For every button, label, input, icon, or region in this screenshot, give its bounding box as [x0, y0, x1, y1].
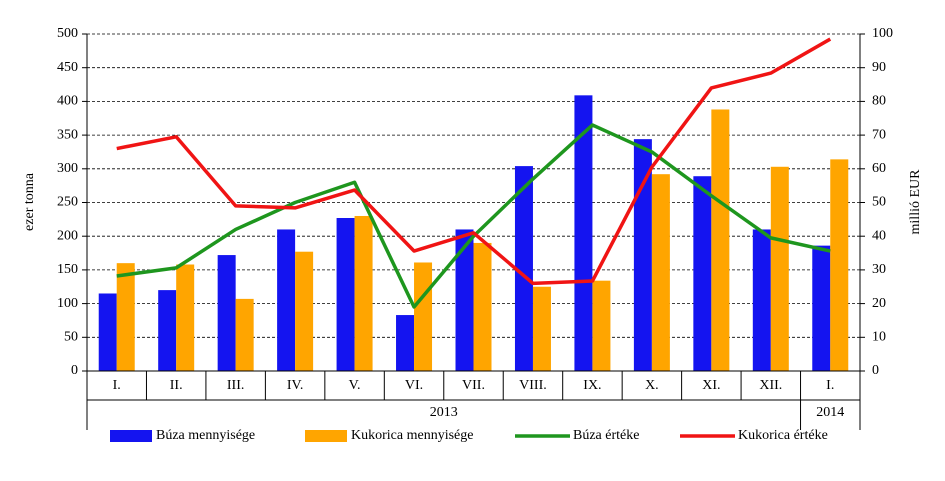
y2-tick-label: 90 [872, 60, 886, 75]
bar [514, 166, 533, 371]
legend-swatch [110, 430, 152, 442]
bar [473, 242, 492, 371]
x-tick-label: X. [645, 378, 659, 393]
bar [116, 263, 135, 371]
bar [711, 109, 730, 371]
bar [336, 218, 355, 371]
y-tick-label: 0 [71, 363, 78, 378]
legend-swatch [305, 430, 347, 442]
group-label: 2013 [430, 405, 458, 420]
bar [235, 298, 254, 371]
bar [396, 315, 415, 371]
legend-label: Kukorica értéke [738, 428, 828, 443]
bar [532, 286, 551, 371]
bar [812, 245, 831, 371]
bar [455, 229, 474, 371]
bar [752, 229, 771, 371]
x-tick-label: XII. [759, 378, 782, 393]
x-tick-label: II. [170, 378, 183, 393]
bar [277, 229, 296, 371]
x-tick-label: VII. [462, 378, 485, 393]
y-tick-label: 250 [57, 195, 78, 210]
y2-axis-title: millió EUR [908, 169, 923, 235]
y2-tick-label: 30 [872, 262, 886, 277]
bar [354, 215, 373, 371]
line-series [116, 37, 832, 286]
legend-label: Búza értéke [573, 428, 639, 443]
legend-label: Búza mennyisége [156, 428, 255, 443]
bar [574, 95, 593, 372]
y2-tick-label: 100 [872, 26, 893, 41]
y-tick-label: 450 [57, 60, 78, 75]
y-tick-label: 350 [57, 127, 78, 142]
bar [592, 280, 611, 371]
x-tick-label: IX. [583, 378, 601, 393]
bar [770, 166, 789, 371]
group-label: 2014 [816, 405, 844, 420]
x-tick-label: III. [227, 378, 245, 393]
line-series [116, 123, 831, 309]
legend-label: Kukorica mennyisége [351, 428, 473, 443]
x-tick-label: IV. [287, 378, 303, 393]
y2-tick-label: 40 [872, 228, 886, 243]
y-tick-label: 300 [57, 161, 78, 176]
y-tick-label: 100 [57, 296, 78, 311]
x-tick-label: XI. [702, 378, 720, 393]
x-tick-label: I. [826, 378, 834, 393]
bar [176, 264, 195, 371]
y-tick-label: 400 [57, 94, 78, 109]
y-tick-label: 200 [57, 228, 78, 243]
y-tick-label: 150 [57, 262, 78, 277]
bar [217, 255, 236, 371]
y2-tick-label: 70 [872, 127, 886, 142]
bar [98, 293, 117, 371]
x-tick-label: V. [349, 378, 361, 393]
bar [651, 174, 670, 371]
bar [414, 262, 433, 371]
bar [633, 139, 652, 371]
y2-tick-label: 0 [872, 363, 879, 378]
x-tick-label: VI. [405, 378, 423, 393]
bar [693, 176, 712, 371]
y-tick-label: 500 [57, 26, 78, 41]
bar [295, 251, 314, 371]
y2-tick-label: 80 [872, 94, 886, 109]
bar [830, 159, 849, 371]
y2-tick-label: 10 [872, 330, 886, 345]
x-tick-label: I. [113, 378, 121, 393]
y-tick-label: 50 [64, 330, 78, 345]
y2-tick-label: 60 [872, 161, 886, 176]
bar [158, 290, 177, 371]
y-axis-title: ezer tonna [22, 172, 37, 231]
y2-tick-label: 20 [872, 296, 886, 311]
y2-tick-label: 50 [872, 195, 886, 210]
x-tick-label: VIII. [519, 378, 547, 393]
